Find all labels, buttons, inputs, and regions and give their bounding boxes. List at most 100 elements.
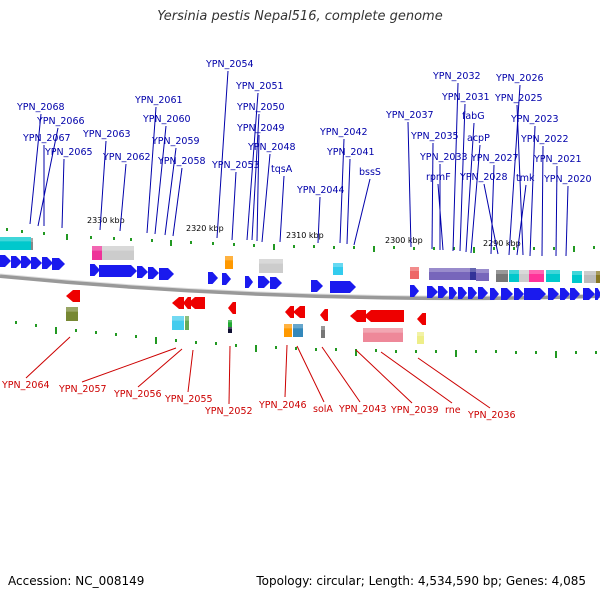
forward-gene-arrow: [208, 272, 218, 284]
leader-line-ypn-2062: [119, 163, 127, 232]
feature-box-highlight: [596, 271, 600, 275]
gene-label-ypn-2033: YPN_2033: [419, 152, 468, 163]
gene-label-ypn-2023: YPN_2023: [510, 114, 559, 125]
scale-tick: [453, 247, 455, 250]
reverse-gene-arrow: [364, 310, 404, 322]
scale-tick: [315, 348, 317, 351]
forward-gene-arrow: [11, 256, 22, 268]
leader-line-ypn-2053: [231, 171, 237, 241]
leader-line-rpmf: [437, 183, 444, 251]
gene-label-ypn-2050: YPN_2050: [236, 102, 285, 113]
feature-box-highlight: [470, 268, 476, 272]
forward-gene-arrow: [148, 267, 159, 279]
gene-label-ypn-2054: YPN_2054: [205, 59, 254, 70]
leader-line-ypn-2028: [483, 183, 499, 255]
accession-text: Accession: NC_008149: [8, 574, 145, 588]
leader-line-ypn-2050: [251, 113, 260, 241]
gene-label-ypn-2058: YPN_2058: [157, 156, 206, 167]
forward-gene-arrow: [478, 287, 488, 299]
scale-tick: [135, 335, 137, 338]
leader-line-ypn-2051: [246, 92, 259, 241]
gene-label-ypn-2037: YPN_2037: [385, 110, 434, 121]
forward-gene-arrow: [159, 268, 174, 280]
forward-gene-arrow: [245, 276, 253, 288]
gene-label-ypn-2022: YPN_2022: [520, 134, 569, 145]
genome-title: Yersinia pestis Nepal516, complete genom…: [157, 9, 443, 24]
forward-gene-arrow: [311, 280, 323, 292]
forward-gene-arrow: [21, 256, 32, 268]
reverse-gene-track: [66, 290, 426, 325]
gene-label-ypn-2039: YPN_2039: [390, 405, 439, 416]
scale-tick: [212, 242, 214, 245]
feature-box: [172, 316, 184, 330]
forward-gene-arrow: [570, 288, 580, 300]
forward-gene-arrow: [490, 288, 499, 300]
forward-gene-arrow: [514, 288, 524, 300]
scale-tick: [275, 346, 277, 349]
leader-line-ypn-2060: [154, 125, 167, 235]
feature-box-highlight: [519, 270, 529, 274]
leader-line-ypn-2036: [417, 357, 491, 409]
feature-box-highlight: [284, 324, 292, 329]
leader-line-ypn-2042: [339, 138, 345, 244]
scale-tick: [515, 351, 517, 354]
forward-gene-arrow: [548, 288, 559, 300]
forward-gene-arrow: [0, 255, 11, 267]
forward-gene-arrow: [137, 266, 148, 278]
feature-box: [185, 316, 189, 330]
gene-label-ypn-2036: YPN_2036: [467, 410, 516, 421]
feature-box: [269, 259, 283, 273]
gene-label-ypn-2051: YPN_2051: [235, 81, 284, 92]
scale-tick: [215, 342, 217, 345]
leader-line-ypn-2048: [261, 153, 271, 243]
scale-tick: [113, 237, 115, 240]
scale-tick: [475, 350, 477, 353]
feature-box: [410, 267, 419, 279]
gene-label-ypn-2035: YPN_2035: [410, 131, 459, 142]
scale-tick: [66, 234, 68, 240]
gene-label-rne: rne: [445, 405, 461, 416]
feature-box-highlight: [509, 270, 519, 274]
scale-tick: [293, 245, 295, 248]
scale-tick: [43, 232, 45, 235]
scale-tick: [235, 344, 237, 347]
leader-line-ypn-2055: [187, 349, 194, 393]
leader-line-tqsa: [279, 175, 285, 243]
leader-line-ypn-2043: [321, 346, 361, 403]
scale-labels: 2330 kbp 2320 kbp 2310 kbp 2300 kbp 2290 kbp: [87, 216, 521, 248]
gene-label-ypn-2064: YPN_2064: [1, 380, 50, 391]
scale-label-2300-kbp: 2300 kbp: [385, 236, 423, 245]
scale-tick: [593, 246, 595, 249]
feature-box: [321, 326, 325, 338]
gene-label-ypn-2043: YPN_2043: [338, 404, 387, 415]
leader-line-sola: [296, 345, 325, 403]
gene-label-ypn-2044: YPN_2044: [296, 185, 345, 196]
leader-line-ypn-2037: [407, 121, 412, 248]
forward-gene-arrow: [595, 288, 600, 300]
reverse-gene-arrow: [188, 297, 205, 309]
gene-label-rpmf: rpmF: [426, 172, 451, 183]
scale-ticks: [6, 228, 597, 358]
feature-box: [509, 270, 519, 282]
leader-line-ypn-2027: [490, 164, 495, 255]
feature-box-highlight: [572, 271, 582, 275]
scale-tick: [393, 246, 395, 249]
feature-box: [496, 270, 508, 282]
leader-line-ypn-2068: [29, 113, 42, 225]
scale-label-2330-kbp: 2330 kbp: [87, 216, 125, 225]
genome-summary-text: Topology: circular; Length: 4,534,590 bp…: [256, 574, 586, 588]
feature-box: [228, 320, 232, 327]
feature-box-highlight: [92, 246, 102, 251]
scale-tick: [575, 351, 577, 354]
feature-box-highlight: [410, 267, 419, 271]
leader-line-bsss: [353, 178, 371, 246]
scale-tick: [151, 239, 153, 242]
forward-gene-arrow: [258, 276, 270, 288]
feature-box: [584, 271, 596, 283]
feature-box-highlight: [293, 324, 303, 329]
gene-label-ypn-2026: YPN_2026: [495, 73, 544, 84]
scale-tick: [295, 347, 297, 350]
scale-tick: [455, 350, 457, 357]
scale-label-2310-kbp: 2310 kbp: [286, 231, 324, 240]
